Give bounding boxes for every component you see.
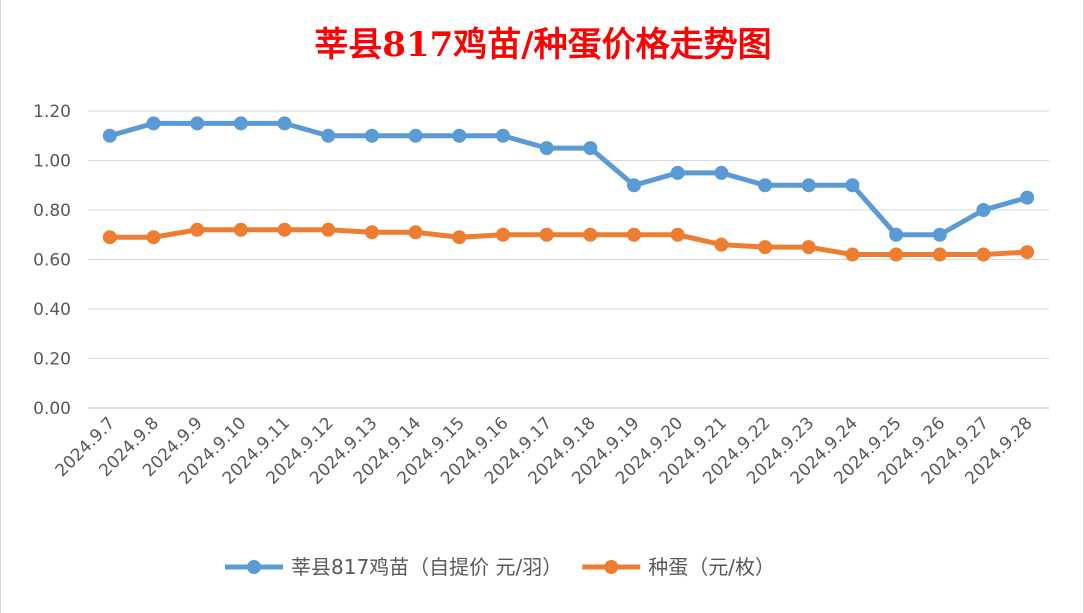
data-point: [102, 230, 117, 245]
data-point: [146, 116, 161, 131]
data-point: [321, 128, 336, 143]
data-point: [758, 240, 773, 255]
data-point: [801, 178, 816, 193]
data-point: [233, 222, 248, 237]
y-tick-label: 0.40: [33, 300, 71, 320]
chart-title: 莘县817鸡苗/种蛋价格走势图: [314, 25, 771, 65]
data-point: [408, 225, 423, 240]
data-point: [495, 227, 510, 242]
data-point: [408, 128, 423, 143]
data-point: [976, 203, 991, 217]
legend-swatch-marker: [247, 560, 261, 574]
data-point: [845, 178, 860, 193]
data-point: [845, 247, 860, 262]
legend-label: 种蛋（元/枚）: [648, 555, 775, 579]
y-tick-label: 1.00: [33, 152, 71, 172]
legend-item-1: 莘县817鸡苗（自提价 元/羽）: [225, 555, 562, 579]
data-point: [627, 178, 642, 193]
data-point: [1020, 245, 1035, 260]
data-point: [452, 230, 467, 245]
data-point: [277, 222, 292, 237]
series-1: [102, 116, 1035, 242]
data-point: [583, 227, 598, 242]
data-point: [364, 225, 379, 240]
y-tick-label: 0.00: [33, 399, 71, 419]
x-axis: 2024.9.72024.9.82024.9.92024.9.102024.9.…: [52, 413, 1037, 488]
data-point: [539, 141, 554, 156]
data-point: [1020, 190, 1035, 205]
data-point: [364, 128, 379, 143]
series-layer: [102, 116, 1035, 262]
data-point: [539, 227, 554, 242]
y-tick-label: 0.60: [33, 251, 71, 271]
series-2: [102, 222, 1035, 262]
data-point: [321, 222, 336, 237]
data-point: [889, 247, 904, 262]
data-point: [190, 222, 205, 237]
data-point: [102, 128, 117, 143]
data-point: [452, 128, 467, 143]
data-point: [233, 116, 248, 131]
data-point: [932, 227, 947, 242]
data-point: [714, 165, 729, 180]
data-point: [277, 116, 292, 131]
data-point: [146, 230, 161, 245]
data-point: [670, 165, 685, 180]
data-point: [495, 128, 510, 143]
data-point: [932, 247, 947, 262]
series-line: [107, 227, 1030, 258]
data-point: [801, 240, 816, 255]
y-tick-label: 0.80: [33, 201, 71, 221]
legend-swatch-marker: [604, 560, 619, 574]
series-line: [107, 120, 1030, 238]
y-tick-label: 1.20: [33, 102, 71, 122]
legend-item-2: 种蛋（元/枚）: [582, 555, 775, 579]
grid-layer: [88, 110, 1049, 409]
y-axis: 0.00 0.20 0.40 0.60 0.80 1.00 1.20: [33, 102, 71, 419]
data-point: [976, 247, 991, 262]
data-point: [714, 237, 729, 252]
y-tick-label: 0.20: [33, 350, 71, 370]
legend: 莘县817鸡苗（自提价 元/羽） 种蛋（元/枚）: [225, 555, 775, 579]
data-point: [627, 227, 642, 242]
data-point: [758, 178, 773, 193]
data-point: [889, 227, 904, 242]
data-point: [670, 227, 685, 242]
legend-label: 莘县817鸡苗（自提价 元/羽）: [291, 555, 562, 579]
data-point: [190, 116, 205, 131]
data-point: [583, 141, 598, 156]
